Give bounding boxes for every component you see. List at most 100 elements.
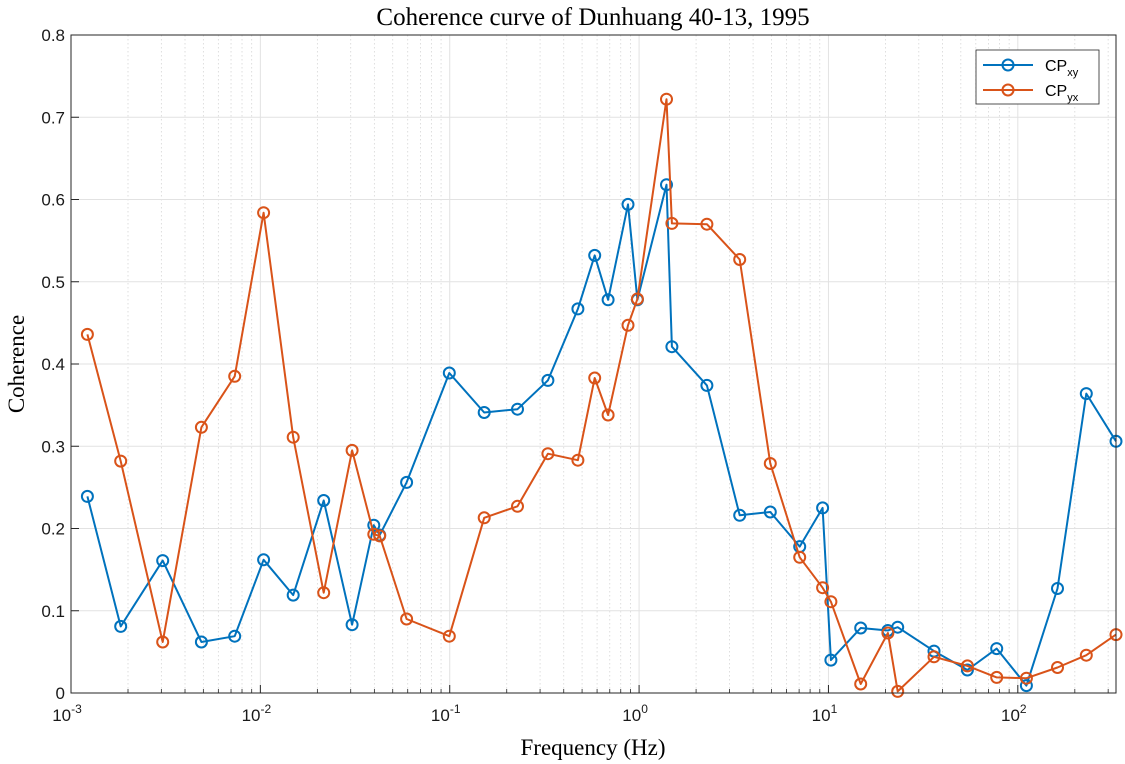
y-tick-label: 0.4 [41, 355, 65, 374]
data-point-yx [588, 371, 602, 385]
data-point-yx [891, 684, 905, 698]
data-point-yx [816, 581, 830, 595]
data-point-yx [927, 650, 941, 664]
data-point-xy [824, 653, 838, 667]
y-tick-label: 0 [56, 684, 65, 703]
data-point-yx [114, 454, 128, 468]
y-tick-label: 0.8 [41, 26, 65, 45]
data-point-yx [477, 511, 491, 525]
x-tick-base: 10 [1001, 706, 1020, 725]
data-point-yx [854, 677, 868, 691]
data-point-xy [763, 505, 777, 519]
data-point-xy [601, 293, 615, 307]
x-tick-exponent: -1 [450, 702, 461, 716]
legend-box [975, 49, 1100, 105]
x-tick-base: 10 [431, 706, 450, 725]
x-tick-exponent: 1 [831, 702, 838, 716]
data-point-yx [881, 626, 895, 640]
x-axis-label: Frequency (Hz) [521, 735, 666, 760]
data-point-yx [571, 453, 585, 467]
data-point-xy [960, 663, 974, 677]
data-point-yx [990, 670, 1004, 684]
series-line-xy [86, 183, 1117, 687]
legend-label-yx-sub: yx [1067, 92, 1079, 104]
chart-title: Coherence curve of Dunhuang 40-13, 1995 [376, 4, 809, 31]
data-point-yx [1019, 671, 1033, 685]
y-tick-label: 0.6 [41, 191, 65, 210]
data-point-xy [733, 508, 747, 522]
x-tick-base: 10 [622, 706, 641, 725]
data-point-xy [400, 475, 414, 489]
data-point-xy [286, 588, 300, 602]
data-point-yx [601, 408, 615, 422]
x-tick-label: 10-3 [52, 702, 82, 725]
data-point-yx [442, 629, 456, 643]
y-tick-label: 0.1 [41, 602, 65, 621]
data-point-yx [400, 612, 414, 626]
data-point-xy [990, 642, 1004, 656]
data-point-yx [367, 527, 381, 541]
x-tick-base: 10 [242, 706, 261, 725]
data-point-yx [763, 457, 777, 470]
y-tick-label: 0.7 [41, 108, 65, 127]
data-point-yx [317, 586, 331, 600]
x-tick-exponent: -2 [260, 702, 271, 716]
series-line-yx [86, 98, 1117, 693]
data-point-xy [345, 618, 359, 632]
data-point-yx [700, 217, 714, 231]
legend-label-xy-name: CP [1045, 58, 1067, 75]
x-tick-exponent: 0 [641, 702, 648, 716]
legend-marker-yx [1001, 83, 1015, 97]
data-point-xy [511, 402, 524, 416]
data-point-xy [621, 197, 635, 211]
data-point-yx [733, 253, 747, 266]
data-point-xy [442, 366, 456, 380]
data-point-xy [660, 178, 673, 192]
data-point-yx [665, 216, 679, 230]
grid [70, 34, 1116, 694]
x-tick-exponent: 2 [1020, 702, 1027, 716]
x-tick-label: 10-1 [431, 702, 461, 725]
legend-label-yx-name: CP [1045, 83, 1067, 100]
data-point-xy [257, 553, 271, 567]
data-point-yx [257, 206, 271, 220]
legend-label-xy: CPxy [1045, 58, 1079, 79]
data-point-yx [80, 327, 94, 341]
x-tick-label: 10-2 [242, 702, 272, 725]
data-point-xy [700, 378, 714, 392]
data-point-xy [571, 302, 585, 316]
data-point-yx [1079, 648, 1093, 662]
data-point-yx [621, 318, 635, 332]
x-tick-exponent: -3 [71, 702, 82, 716]
data-point-yx [286, 430, 300, 444]
legend-marker-xy [1001, 58, 1015, 72]
data-point-xy [665, 340, 679, 354]
data-point-yx [194, 420, 208, 434]
data-point-yx [824, 595, 838, 609]
data-point-yx [156, 635, 170, 649]
data-point-yx [541, 447, 555, 461]
x-tick-label: 102 [1001, 702, 1027, 725]
data-point-xy [891, 620, 905, 634]
legend-label-yx: CPyx [1045, 83, 1079, 104]
y-tick-label: 0.5 [41, 273, 65, 292]
series-layer [80, 92, 1123, 698]
data-point-xy [541, 373, 555, 387]
data-point-yx [660, 92, 673, 106]
data-point-yx [1051, 661, 1064, 674]
data-point-xy [156, 554, 170, 568]
data-point-yx [373, 529, 387, 543]
data-point-xy [477, 406, 491, 419]
data-point-yx [345, 443, 359, 457]
data-point-yx [960, 659, 974, 673]
data-point-yx [630, 292, 644, 306]
series-xy [80, 178, 1123, 693]
series-yx [80, 92, 1123, 698]
axis-ticks: 10-3 10-2 10-1 100 101 10200.10.20.30.40.50.6… [41, 26, 1109, 725]
data-point-xy [80, 489, 94, 503]
data-point-xy [228, 629, 242, 643]
x-tick-base: 10 [812, 706, 831, 725]
data-point-xy [854, 621, 868, 635]
data-point-xy [588, 248, 602, 262]
